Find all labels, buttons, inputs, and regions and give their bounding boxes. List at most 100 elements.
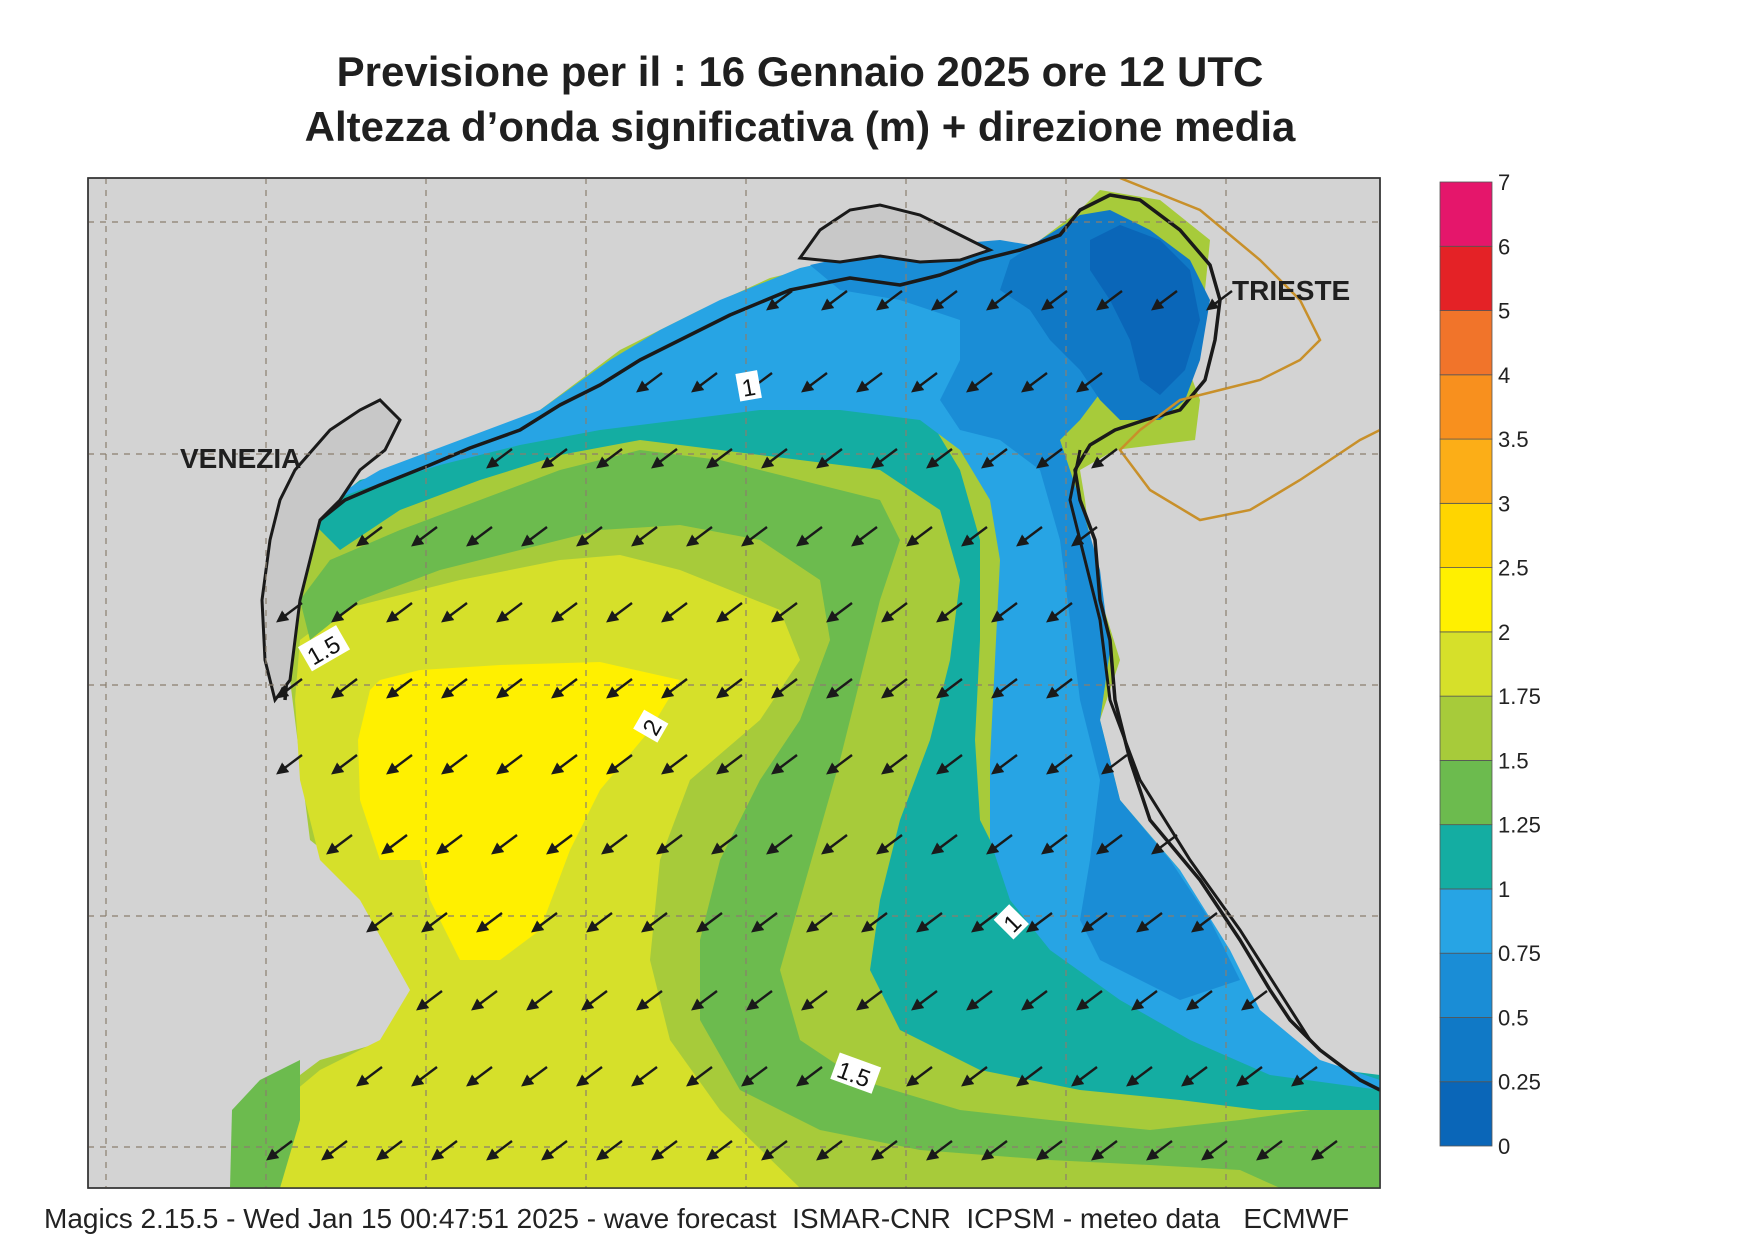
direction-arrow <box>816 448 843 469</box>
direction-arrow <box>1096 290 1123 311</box>
color-scale-tick-label: 6 <box>1498 234 1510 259</box>
direction-arrow <box>1131 990 1158 1011</box>
direction-arrow <box>486 448 513 469</box>
direction-arrow <box>546 834 573 855</box>
color-scale-swatch <box>1439 1017 1493 1083</box>
direction-arrow <box>881 602 908 623</box>
direction-arrow <box>1076 990 1103 1011</box>
direction-arrow <box>1101 754 1128 775</box>
direction-arrow <box>961 1066 988 1087</box>
direction-arrow <box>911 372 938 393</box>
footer-credits: Magics 2.15.5 - Wed Jan 15 00:47:51 2025… <box>44 1203 1350 1234</box>
sea-band-200 <box>358 662 680 960</box>
direction-arrow <box>806 912 833 933</box>
direction-arrow <box>651 448 678 469</box>
direction-arrow <box>691 372 718 393</box>
direction-arrow <box>496 602 523 623</box>
direction-arrow <box>1016 1066 1043 1087</box>
sea-band-000 <box>1090 225 1200 395</box>
direction-arrow <box>476 912 503 933</box>
place-label-trieste: TRIESTE <box>1232 275 1350 306</box>
direction-arrow <box>746 990 773 1011</box>
direction-arrow <box>471 990 498 1011</box>
direction-arrow <box>926 1140 953 1161</box>
direction-arrow <box>826 678 853 699</box>
direction-arrow <box>801 990 828 1011</box>
direction-arrow <box>871 448 898 469</box>
direction-arrow <box>606 602 633 623</box>
direction-arrow <box>661 678 688 699</box>
direction-arrow <box>936 678 963 699</box>
direction-arrow <box>376 1140 403 1161</box>
direction-arrow <box>486 1140 513 1161</box>
direction-arrow <box>716 602 743 623</box>
direction-arrow <box>596 448 623 469</box>
direction-arrow <box>1186 990 1213 1011</box>
direction-arrow <box>496 754 523 775</box>
direction-arrow <box>1021 372 1048 393</box>
direction-arrow <box>771 754 798 775</box>
direction-arrow <box>741 526 768 547</box>
direction-arrow <box>1126 1066 1153 1087</box>
direction-arrow <box>1151 290 1178 311</box>
direction-arrow <box>1241 990 1268 1011</box>
istria-coast <box>1068 449 1312 1041</box>
color-scale-tick-label: 0.25 <box>1498 1070 1541 1095</box>
direction-arrow <box>771 678 798 699</box>
direction-arrow <box>1076 372 1103 393</box>
direction-arrow <box>881 678 908 699</box>
direction-arrow <box>1071 526 1098 547</box>
direction-arrow <box>861 912 888 933</box>
color-scale-legend: 0 0.25 0.5 0.75 1 1.25 1.5 1.75 2 2.5 3 3.5 4 5 6 7 <box>1439 170 1541 1159</box>
contour-labels: 1 1.5 2 1 1.5 <box>297 370 1029 1094</box>
direction-arrow <box>851 526 878 547</box>
direction-arrow <box>766 290 793 311</box>
direction-arrow <box>816 1140 843 1161</box>
direction-arrow <box>856 372 883 393</box>
direction-arrow <box>821 834 848 855</box>
direction-arrow <box>826 602 853 623</box>
color-scale-swatch <box>1439 502 1493 569</box>
color-scale-swatch <box>1439 952 1493 1018</box>
direction-arrow <box>436 834 463 855</box>
direction-arrow <box>691 990 718 1011</box>
direction-arrow <box>826 754 853 775</box>
direction-arrow <box>276 602 303 623</box>
direction-arrow <box>441 754 468 775</box>
direction-arrow <box>386 602 413 623</box>
direction-arrow <box>1291 1066 1318 1087</box>
direction-arrow <box>331 678 358 699</box>
color-scale-swatch <box>1439 824 1493 890</box>
color-scale-swatch <box>1439 631 1493 697</box>
direction-arrow <box>936 754 963 775</box>
direction-arrow <box>761 1140 788 1161</box>
color-scale-tick-label: 1.5 <box>1498 748 1529 773</box>
direction-arrow <box>1041 290 1068 311</box>
direction-arrow <box>981 1140 1008 1161</box>
direction-arrow <box>906 526 933 547</box>
direction-arrow <box>1311 1140 1338 1161</box>
direction-arrow <box>381 834 408 855</box>
border-line <box>1118 178 1380 522</box>
direction-arrow <box>966 372 993 393</box>
color-scale-tick-label: 4 <box>1498 363 1510 388</box>
direction-arrow <box>711 834 738 855</box>
direction-arrow <box>931 290 958 311</box>
direction-arrow <box>606 754 633 775</box>
direction-arrow <box>1091 448 1118 469</box>
direction-arrow <box>541 1140 568 1161</box>
direction-arrow <box>761 448 788 469</box>
sea-band-125-south <box>230 1060 300 1188</box>
color-scale-swatch <box>1439 1081 1493 1147</box>
color-scale-tick-label: 0 <box>1498 1134 1510 1159</box>
direction-arrow <box>581 990 608 1011</box>
direction-arrow <box>606 678 633 699</box>
direction-arrow <box>1201 1140 1228 1161</box>
direction-arrow <box>981 448 1008 469</box>
direction-arrow <box>411 526 438 547</box>
direction-arrow <box>741 1066 768 1087</box>
direction-arrow <box>356 1066 383 1087</box>
direction-arrow <box>906 1066 933 1087</box>
direction-arrow <box>411 1066 438 1087</box>
